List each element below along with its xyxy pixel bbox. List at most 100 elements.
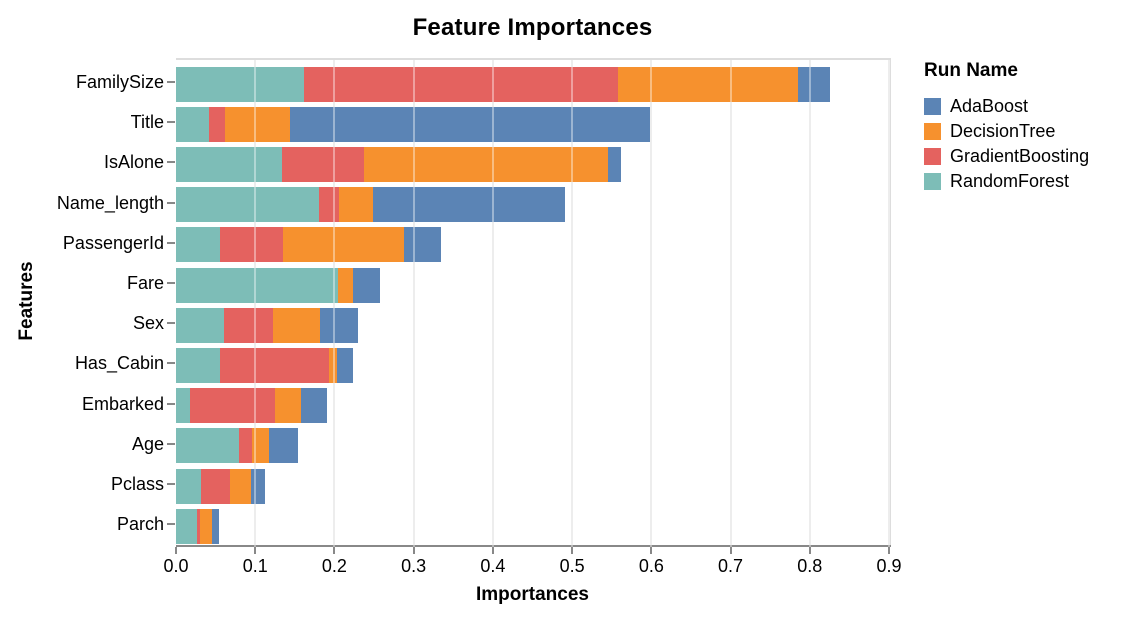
y-tick-mark-PassengerId [167, 241, 175, 244]
bar-segment-AdaBoost-Sex [320, 307, 359, 343]
bar-segment-DecisionTree-Name_length [339, 187, 374, 223]
gridline-overlay-0.6 [650, 60, 653, 547]
y-tick-mark-Name_length [167, 201, 175, 204]
bar-segment-RandomForest-IsAlone [176, 146, 283, 182]
bar-row-Embarked [176, 388, 327, 424]
x-tick-label-0.2: 0.2 [321, 556, 347, 576]
bar-segment-GradientBoosting-Has_Cabin [219, 347, 329, 383]
x-tick-label-0.3: 0.3 [401, 556, 427, 576]
legend-swatch-DecisionTree [924, 123, 941, 140]
legend-swatch-RandomForest [924, 173, 941, 190]
bar-row-Has_Cabin [176, 347, 354, 383]
gridline-overlay-0.2 [333, 60, 336, 547]
y-tick-mark-Sex [167, 322, 175, 325]
gridline-overlay-0.7 [729, 60, 732, 547]
chart-title: Feature Importances [412, 14, 653, 41]
legend-swatch-GradientBoosting [924, 148, 941, 165]
bar-row-Fare [176, 267, 380, 303]
x-tick-mark-0.0 [175, 547, 177, 554]
gridline-overlay-0.1 [254, 60, 257, 547]
gridline-0.6 [650, 60, 653, 547]
gridline-overlay-0.8 [808, 60, 811, 547]
legend-label-AdaBoost: AdaBoost [950, 96, 1029, 116]
x-tick-label-0.7: 0.7 [718, 556, 744, 576]
gridline-0.1 [254, 60, 257, 547]
y-tick-mark-FamilySize [167, 81, 175, 83]
gridline-0.2 [333, 60, 336, 547]
bar-segment-RandomForest-Pclass [176, 468, 202, 504]
x-axis-domain-line [176, 545, 891, 547]
bar-segment-GradientBoosting-Sex [223, 307, 273, 343]
gridline-0.9 [888, 60, 890, 547]
y-tick-label-Embarked: Embarked [81, 393, 164, 414]
plot-area [176, 58, 891, 547]
legend: Run Name AdaBoost DecisionTree GradientBoo… [924, 60, 1089, 194]
bar-row-IsAlone [176, 146, 622, 182]
bar-segment-RandomForest-Embarked [176, 388, 191, 424]
y-tick-label-FamilySize: FamilySize [75, 72, 164, 92]
bar-segment-DecisionTree-Pclass [229, 468, 252, 504]
bar-segment-GradientBoosting-Age [238, 428, 253, 464]
y-tick-mark-Title [167, 121, 175, 124]
x-tick-label-0.9: 0.9 [876, 556, 902, 576]
bar-segment-AdaBoost-Has_Cabin [336, 347, 354, 383]
bar-segment-DecisionTree-IsAlone [363, 146, 608, 182]
x-tick-mark-0.8 [808, 547, 811, 554]
bar-segment-RandomForest-Age [176, 428, 239, 464]
y-tick-mark-Parch [167, 523, 175, 526]
bar-row-Sex [176, 307, 359, 343]
bar-segment-RandomForest-Parch [176, 508, 198, 544]
legend-title: Run Name [924, 60, 1018, 81]
legend-entry-AdaBoost: AdaBoost [924, 94, 1089, 119]
x-tick-mark-0.5 [571, 547, 574, 554]
gridline-0.5 [571, 60, 574, 547]
gridline-0.4 [491, 60, 494, 547]
gridline-overlay-0.5 [571, 60, 574, 547]
bar-segment-AdaBoost-Fare [352, 267, 380, 303]
y-tick-label-PassengerId: PassengerId [62, 232, 164, 253]
bar-segment-AdaBoost-Pclass [251, 468, 265, 504]
bar-segment-DecisionTree-Has_Cabin [328, 347, 337, 383]
gridline-0.3 [412, 60, 415, 547]
gridline-0.7 [729, 60, 732, 547]
x-tick-label-0.1: 0.1 [242, 556, 268, 576]
x-tick-label-0.5: 0.5 [559, 556, 585, 576]
bar-segment-DecisionTree-Title [225, 106, 291, 142]
y-tick-label-Parch: Parch [116, 514, 164, 535]
legend-entry-DecisionTree: DecisionTree [924, 119, 1089, 144]
bar-segment-AdaBoost-PassengerId [404, 227, 442, 263]
bar-row-PassengerId [176, 227, 442, 263]
x-tick-label-0.6: 0.6 [638, 556, 664, 576]
bar-segment-DecisionTree-Parch [199, 508, 213, 544]
bar-segment-AdaBoost-Embarked [301, 388, 327, 424]
y-tick-mark-Fare [167, 282, 175, 284]
bar-row-Parch [176, 508, 219, 544]
bar-segment-AdaBoost-Age [269, 428, 298, 464]
gridline-0.8 [808, 60, 811, 547]
x-tick-mark-0.4 [491, 547, 494, 554]
bar-row-Title [176, 106, 650, 142]
legend-swatch-AdaBoost [924, 98, 941, 115]
bar-segment-GradientBoosting-Embarked [190, 388, 276, 424]
y-tick-mark-Pclass [167, 483, 175, 485]
y-tick-label-Name_length: Name_length [56, 192, 164, 213]
bar-segment-DecisionTree-Fare [338, 267, 353, 303]
y-tick-label-Pclass: Pclass [110, 474, 164, 494]
bar-segment-DecisionTree-Age [252, 428, 270, 464]
gridline-overlay-0.9 [888, 60, 890, 547]
y-tick-label-IsAlone: IsAlone [103, 152, 164, 173]
bar-row-Age [176, 428, 298, 464]
bar-row-FamilySize [176, 66, 830, 102]
x-tick-mark-0.2 [333, 547, 336, 554]
x-tick-mark-0.3 [412, 547, 415, 554]
legend-label-GradientBoosting: GradientBoosting [950, 146, 1090, 166]
bar-segment-AdaBoost-Parch [212, 508, 219, 544]
bar-segment-RandomForest-Sex [176, 307, 224, 343]
bar-segment-RandomForest-PassengerId [176, 227, 220, 263]
gridline-overlay-0.3 [412, 60, 415, 547]
legend-entries: AdaBoost DecisionTree GradientBoosting Rand… [924, 94, 1089, 194]
x-tick-label-0.8: 0.8 [797, 556, 823, 576]
y-tick-label-Title: Title [130, 112, 164, 133]
bar-segment-DecisionTree-Sex [272, 307, 321, 343]
